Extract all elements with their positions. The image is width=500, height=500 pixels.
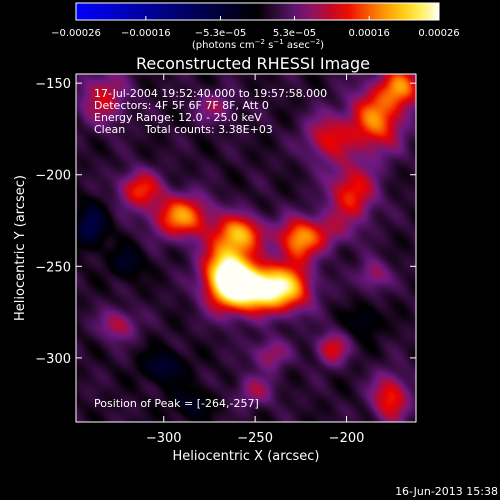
colorbar-units: (photons cm−2 s−1 asec−2) — [192, 38, 324, 51]
colorbar-tick-label: −0.00016 — [121, 28, 171, 39]
colorbar-ticks: −0.00026 −0.00016 −5.3e−05 5.3e−05 0.00016 0.… — [51, 16, 460, 39]
colorbar-tick-label: 0.00016 — [349, 28, 390, 39]
total-counts-label: Total counts: 3.38E+03 — [144, 123, 273, 136]
algorithm-label: Clean — [94, 123, 125, 136]
y-tick-label: −200 — [35, 169, 71, 184]
colorbar-tick-label: −5.3e−05 — [195, 28, 247, 39]
colorbar: −0.00026 −0.00016 −5.3e−05 5.3e−05 0.00016 0.… — [51, 2, 460, 51]
x-tick-label: −300 — [146, 431, 182, 446]
y-tick-label: −300 — [35, 352, 71, 367]
image-annotations: 17-Jul-2004 19:52:40.000 to 19:57:58.000… — [94, 87, 327, 410]
x-tick-label: −250 — [237, 431, 273, 446]
heatmap-image — [76, 74, 416, 422]
colorbar-tick-label: −0.00026 — [51, 28, 101, 39]
y-axis-ticks: −150 −200 −250 −300 — [35, 77, 416, 367]
y-tick-label: −250 — [35, 260, 71, 275]
peak-position-label: Position of Peak = [-264,-257] — [94, 397, 259, 410]
energy-range-label: Energy Range: 12.0 - 25.0 keV — [94, 111, 262, 124]
y-axis-label: Heliocentric Y (arcsec) — [13, 175, 28, 321]
colorbar-tick-label: 0.00026 — [418, 28, 459, 39]
colorbar-tick-label: 5.3e−05 — [273, 28, 316, 39]
x-axis-ticks: −300 −250 −200 — [146, 74, 365, 446]
chart-title: Reconstructed RHESSI Image — [136, 54, 370, 73]
plot-frame — [75, 73, 417, 423]
time-range-label: 17-Jul-2004 19:52:40.000 to 19:57:58.000 — [94, 87, 327, 100]
y-tick-label: −150 — [35, 77, 71, 92]
plot-axes: −300 −250 −200 −150 −200 −250 −300 Heliocentr… — [13, 73, 417, 464]
x-axis-label: Heliocentric X (arcsec) — [173, 449, 320, 464]
detectors-label: Detectors: 4F 5F 6F 7F 8F, Att 0 — [94, 99, 269, 112]
heatmap-raster — [76, 74, 416, 422]
generation-timestamp: 16-Jun-2013 15:38 — [395, 485, 498, 498]
colorbar-scale — [75, 2, 440, 21]
x-tick-label: −200 — [329, 431, 365, 446]
